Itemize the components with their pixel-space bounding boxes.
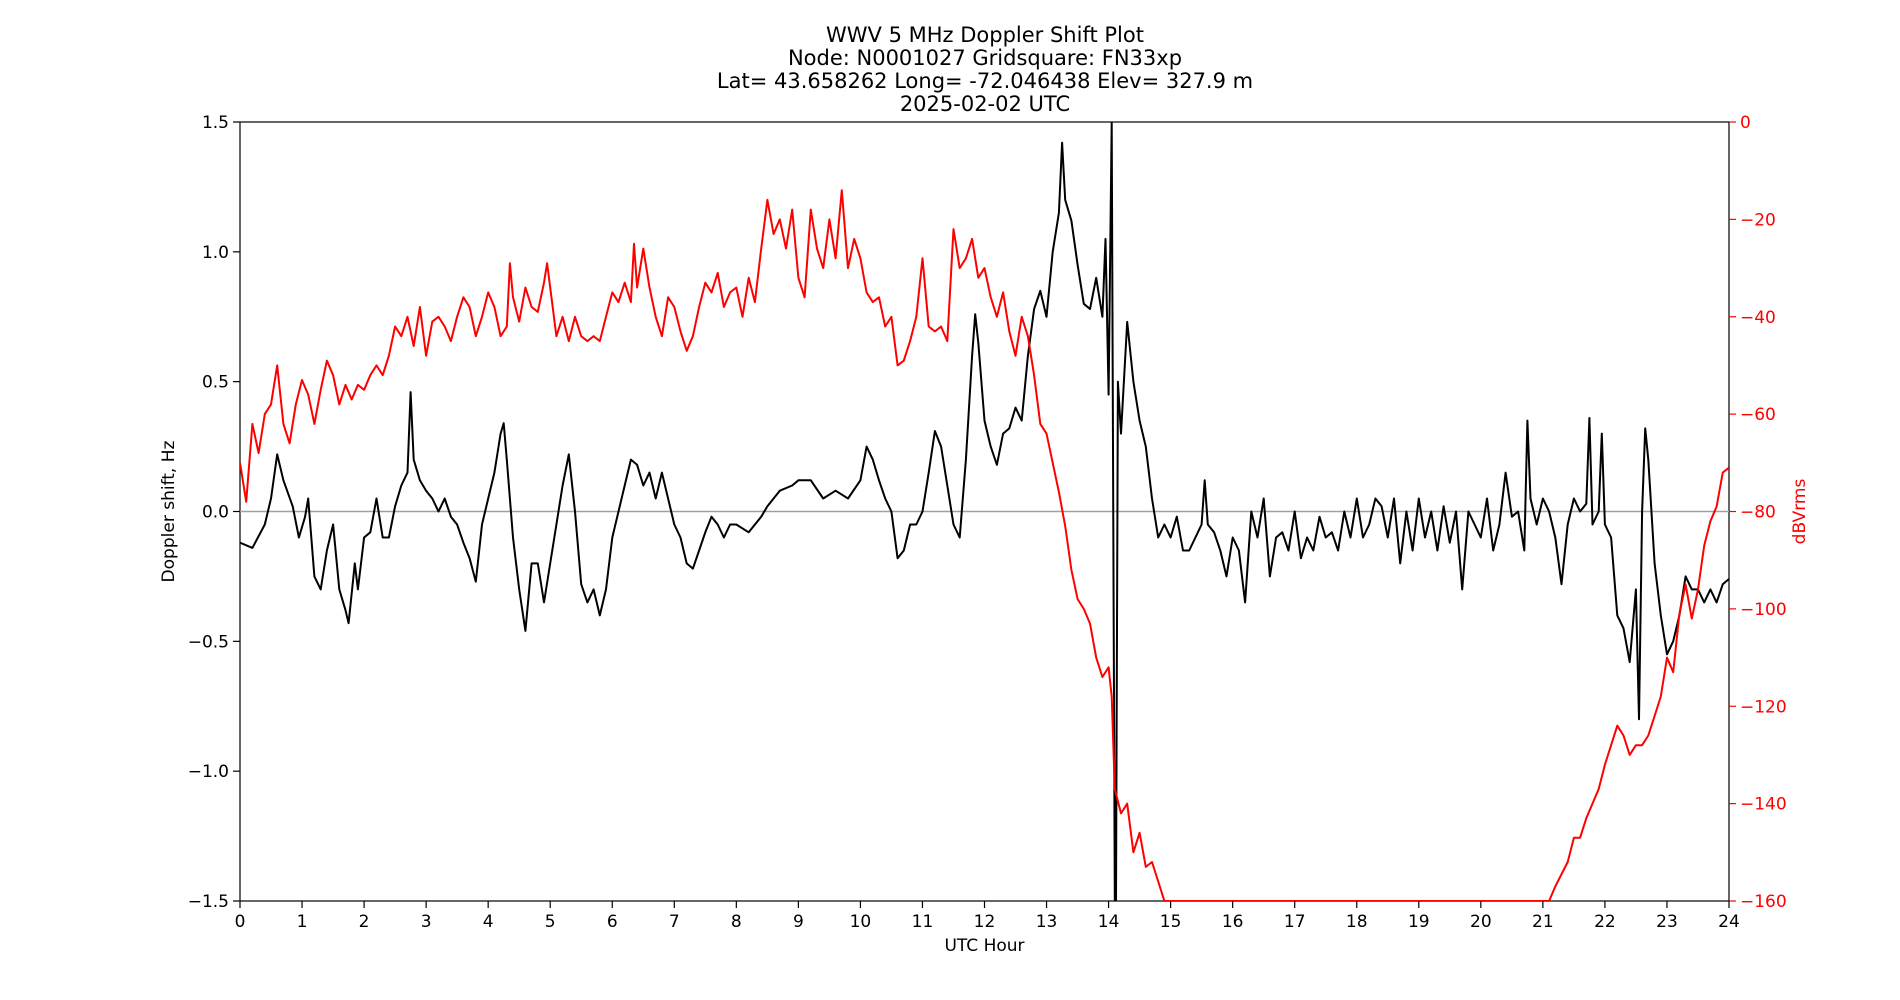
x-tick-label: 1 (297, 912, 308, 932)
left-y-tick-label: 0.0 (202, 503, 229, 523)
title-line-3: Lat= 43.658262 Long= -72.046438 Elev= 32… (717, 69, 1253, 93)
right-y-tick-label: −140 (1740, 795, 1787, 815)
left-y-tick-label: 1.5 (202, 113, 229, 133)
right-y-tick-label: −60 (1740, 405, 1776, 425)
right-y-tick-label: −100 (1740, 600, 1787, 620)
x-tick-label: 11 (912, 912, 934, 932)
x-tick-label: 13 (1036, 912, 1058, 932)
x-tick-label: 15 (1160, 912, 1182, 932)
x-tick-label: 14 (1098, 912, 1120, 932)
x-tick-label: 2 (359, 912, 370, 932)
title-line-2: Node: N0001027 Gridsquare: FN33xp (788, 46, 1182, 70)
x-tick-label: 16 (1222, 912, 1244, 932)
left-y-tick-label: 1.0 (202, 243, 229, 263)
x-tick-label: 5 (545, 912, 556, 932)
x-tick-label: 19 (1408, 912, 1430, 932)
x-axis: 0 1 2 3 4 5 6 7 8 9 10 11 12 13 14 15 16 17 18 19 20 21 22 23 24 (235, 901, 1740, 932)
left-y-axis: 1.5 1.0 0.5 0.0 −0.5 −1.0 −1.5 (188, 113, 240, 912)
x-tick-label: 8 (731, 912, 742, 932)
x-tick-label: 17 (1284, 912, 1306, 932)
x-tick-label: 24 (1718, 912, 1740, 932)
title-line-1: WWV 5 MHz Doppler Shift Plot (826, 23, 1144, 47)
x-tick-label: 0 (235, 912, 246, 932)
x-tick-label: 4 (483, 912, 494, 932)
x-tick-label: 6 (607, 912, 618, 932)
x-tick-label: 3 (421, 912, 432, 932)
x-tick-label: 18 (1346, 912, 1368, 932)
x-axis-label: UTC Hour (944, 936, 1024, 956)
x-tick-label: 12 (974, 912, 996, 932)
right-y-tick-label: −80 (1740, 503, 1776, 523)
right-y-axis: 0 −20 −40 −60 −80 −100 −120 −140 −160 (1729, 113, 1787, 912)
left-y-tick-label: −1.5 (188, 892, 229, 912)
left-y-tick-label: 0.5 (202, 373, 229, 393)
right-y-tick-label: −120 (1740, 697, 1787, 717)
right-y-tick-label: 0 (1740, 113, 1751, 133)
series-group (240, 122, 1729, 901)
left-y-axis-label: Doppler shift, Hz (159, 440, 179, 582)
right-y-axis-label: dBVrms (1790, 479, 1810, 545)
x-tick-label: 7 (669, 912, 680, 932)
right-y-tick-label: −20 (1740, 210, 1776, 230)
left-y-tick-label: −0.5 (188, 632, 229, 652)
signal-level-line (240, 189, 1729, 901)
x-tick-label: 22 (1594, 912, 1616, 932)
x-tick-label: 10 (850, 912, 872, 932)
right-y-tick-label: −40 (1740, 308, 1776, 328)
x-tick-label: 9 (793, 912, 804, 932)
left-y-tick-label: −1.0 (188, 762, 229, 782)
x-tick-label: 23 (1656, 912, 1678, 932)
x-tick-label: 21 (1532, 912, 1554, 932)
right-y-tick-label: −160 (1740, 892, 1787, 912)
chart-title: WWV 5 MHz Doppler Shift Plot Node: N0001… (717, 23, 1253, 116)
doppler-shift-line (240, 122, 1729, 901)
title-line-4: 2025-02-02 UTC (900, 92, 1070, 116)
x-tick-label: 20 (1470, 912, 1492, 932)
